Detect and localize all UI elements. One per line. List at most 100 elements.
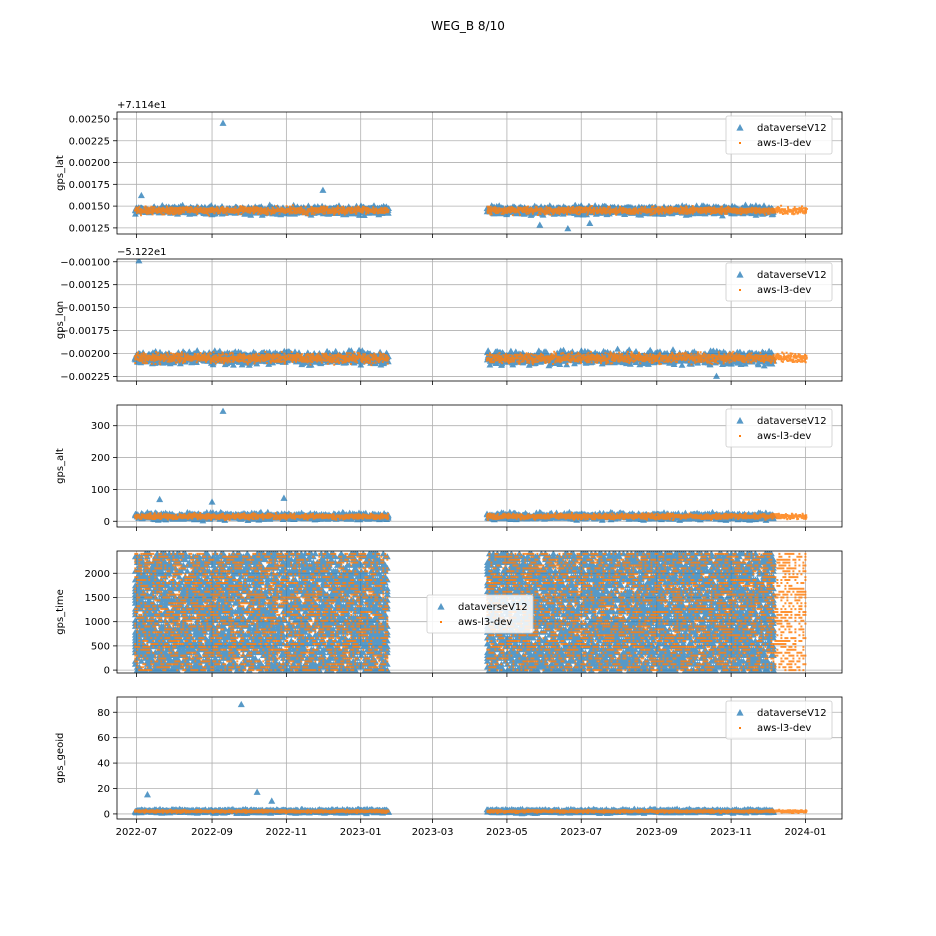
- series-dataverseV12: [131, 407, 777, 524]
- y-tick-label: 0.00150: [69, 202, 110, 213]
- legend-label: dataverseV12: [757, 708, 827, 719]
- y-tick-label: 1500: [85, 593, 110, 604]
- legend-label: aws-l3-dev: [757, 723, 811, 734]
- x-tick-label: 2023-09: [636, 827, 678, 838]
- outlier-marker: [536, 221, 544, 228]
- legend: dataverseV12 aws-l3-dev: [725, 700, 833, 740]
- legend-box: [725, 262, 833, 302]
- series-aws-l3-dev: [133, 511, 808, 521]
- x-tick-label: 2024-01: [785, 827, 827, 838]
- legend-point-marker: [739, 289, 741, 291]
- legend-box: [426, 594, 534, 634]
- y-tick-label: 0.00125: [69, 223, 110, 234]
- axis-offset-text: −5.122e1: [117, 247, 167, 258]
- panel-gps_time: 0 500 1000 1500 2000 gps_time dataverseV12 aws-…: [55, 550, 843, 677]
- triangle-markers: [131, 345, 778, 369]
- y-tick-label: 0: [104, 666, 110, 677]
- x-tick-label: 2023-03: [412, 827, 454, 838]
- legend-label: aws-l3-dev: [757, 138, 811, 149]
- panel-gps_alt: 0 100 200 300 gps_alt dataverseV12 aws-l3-dev: [55, 404, 843, 531]
- series-dataverseV12: [131, 551, 777, 673]
- legend-label: dataverseV12: [757, 416, 827, 427]
- point-markers: [134, 808, 808, 815]
- y-axis-label: gps_alt: [55, 448, 66, 484]
- y-tick-label: −0.00100: [60, 257, 110, 268]
- y-tick-label: 0.00225: [69, 136, 110, 147]
- chart-panels: 0.00125 0.00150 0.00175 0.00200 0.00225 0.002…: [55, 100, 843, 838]
- x-tick-label: 2022-09: [191, 827, 233, 838]
- y-tick-label: −0.00175: [60, 326, 110, 337]
- legend-point-marker: [739, 142, 741, 144]
- axes-frame: [116, 550, 843, 674]
- y-axis-label: gps_lat: [55, 155, 66, 191]
- outlier-marker: [143, 791, 151, 798]
- legend-label: dataverseV12: [458, 602, 528, 613]
- y-tick-label: 200: [91, 453, 110, 464]
- outlier-marker: [219, 407, 227, 414]
- x-tick-label: 2023-01: [340, 827, 382, 838]
- y-tick-label: 20: [97, 784, 110, 795]
- legend-point-marker: [739, 435, 741, 437]
- panel-gps_lat: 0.00125 0.00150 0.00175 0.00200 0.00225 0.002…: [55, 100, 843, 238]
- series-aws-l3-dev: [134, 552, 807, 672]
- outlier-marker: [280, 494, 288, 501]
- axis-offset-text: +7.114e1: [117, 100, 167, 111]
- legend-label: aws-l3-dev: [458, 617, 512, 628]
- series-aws-l3-dev: [134, 808, 808, 815]
- legend-point-marker: [440, 621, 442, 623]
- legend-triangle-marker: [736, 417, 744, 424]
- legend-box: [725, 408, 833, 448]
- x-tick-label: 2023-11: [710, 827, 752, 838]
- y-tick-label: 100: [91, 485, 110, 496]
- outlier-marker: [712, 372, 720, 379]
- y-tick-label: 2000: [85, 569, 110, 580]
- triangle-markers: [131, 551, 777, 673]
- legend: dataverseV12 aws-l3-dev: [725, 262, 833, 302]
- axes-frame: [116, 258, 843, 382]
- axes-frame: [116, 111, 843, 235]
- y-tick-label: 0.00250: [69, 114, 110, 125]
- y-tick-label: 80: [97, 708, 110, 719]
- legend-label: dataverseV12: [757, 123, 827, 134]
- data-layer: [131, 551, 807, 673]
- series-aws-l3-dev: [133, 204, 808, 217]
- axes-frame: [116, 404, 843, 528]
- y-tick-label: −0.00200: [60, 349, 110, 360]
- outlier-marker: [564, 224, 572, 232]
- figure-suptitle: WEG_B 8/10: [431, 19, 505, 33]
- data-layer: [131, 407, 808, 524]
- y-tick-label: 0: [104, 517, 110, 528]
- y-tick-label: 40: [97, 759, 110, 770]
- outlier-marker: [237, 700, 245, 708]
- y-tick-label: 0: [104, 809, 110, 820]
- panel-gps_lon: −0.00225 −0.00200 −0.00175 −0.00150 −0.00125…: [55, 247, 843, 385]
- series-dataverseV12: [131, 259, 778, 379]
- outlier-marker: [208, 498, 216, 505]
- legend: dataverseV12 aws-l3-dev: [426, 594, 534, 634]
- point-markers: [134, 552, 807, 672]
- legend-label: aws-l3-dev: [757, 431, 811, 442]
- y-tick-label: 500: [91, 641, 110, 652]
- outlier-marker: [137, 191, 145, 199]
- data-layer: [131, 700, 808, 817]
- y-tick-label: 0.00175: [69, 180, 110, 191]
- point-markers: [133, 511, 808, 521]
- x-tick-label: 2023-07: [560, 827, 602, 838]
- outlier-marker: [219, 119, 227, 126]
- y-tick-label: 60: [97, 733, 110, 744]
- y-tick-label: 1000: [85, 617, 110, 628]
- legend-triangle-marker: [736, 124, 744, 131]
- y-axis-label: gps_time: [55, 589, 66, 635]
- y-axis-label: gps_geoid: [55, 733, 66, 784]
- outlier-marker: [586, 219, 594, 227]
- outlier-marker: [156, 495, 164, 503]
- legend-label: dataverseV12: [757, 270, 827, 281]
- y-tick-label: −0.00125: [60, 280, 110, 291]
- triangle-markers: [131, 508, 777, 524]
- legend-box: [725, 700, 833, 740]
- legend-triangle-marker: [736, 271, 744, 278]
- y-axis-label: gps_lon: [55, 301, 66, 339]
- data-layer: [131, 259, 808, 379]
- y-tick-label: −0.00225: [60, 372, 110, 383]
